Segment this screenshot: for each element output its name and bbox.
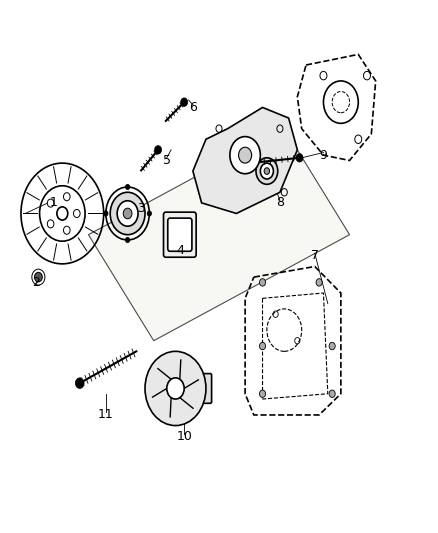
Circle shape bbox=[74, 209, 80, 217]
Circle shape bbox=[145, 351, 206, 425]
Circle shape bbox=[296, 154, 303, 162]
FancyBboxPatch shape bbox=[163, 212, 196, 257]
Circle shape bbox=[259, 279, 265, 286]
Circle shape bbox=[64, 193, 70, 201]
Circle shape bbox=[125, 184, 130, 190]
Circle shape bbox=[259, 342, 265, 350]
Circle shape bbox=[47, 220, 54, 228]
Circle shape bbox=[329, 342, 335, 350]
Circle shape bbox=[47, 199, 54, 207]
Text: 2: 2 bbox=[32, 276, 40, 289]
Circle shape bbox=[239, 147, 252, 163]
Text: 4: 4 bbox=[176, 244, 184, 257]
Circle shape bbox=[110, 192, 145, 235]
Circle shape bbox=[75, 378, 84, 389]
Circle shape bbox=[35, 272, 42, 282]
Circle shape bbox=[57, 207, 68, 220]
Text: 6: 6 bbox=[189, 101, 197, 114]
Circle shape bbox=[147, 211, 152, 216]
Circle shape bbox=[123, 208, 132, 219]
Text: 10: 10 bbox=[176, 430, 192, 443]
Circle shape bbox=[230, 136, 260, 174]
Circle shape bbox=[316, 279, 322, 286]
Circle shape bbox=[104, 211, 108, 216]
Polygon shape bbox=[88, 128, 350, 341]
Text: 5: 5 bbox=[163, 154, 171, 167]
Text: 11: 11 bbox=[98, 408, 114, 422]
Circle shape bbox=[117, 201, 138, 226]
Polygon shape bbox=[193, 108, 297, 214]
FancyBboxPatch shape bbox=[168, 218, 192, 251]
Circle shape bbox=[260, 163, 273, 179]
Text: 3: 3 bbox=[137, 201, 145, 215]
Circle shape bbox=[167, 378, 184, 399]
Circle shape bbox=[329, 390, 335, 398]
Text: 8: 8 bbox=[276, 196, 284, 209]
Text: 1: 1 bbox=[49, 196, 57, 209]
Circle shape bbox=[64, 226, 70, 235]
Circle shape bbox=[181, 98, 187, 107]
Text: 9: 9 bbox=[319, 149, 327, 161]
Circle shape bbox=[259, 390, 265, 398]
Circle shape bbox=[256, 158, 278, 184]
FancyBboxPatch shape bbox=[191, 374, 212, 403]
Circle shape bbox=[264, 168, 270, 174]
Circle shape bbox=[125, 237, 130, 243]
Circle shape bbox=[155, 146, 162, 154]
Text: 7: 7 bbox=[311, 249, 319, 262]
